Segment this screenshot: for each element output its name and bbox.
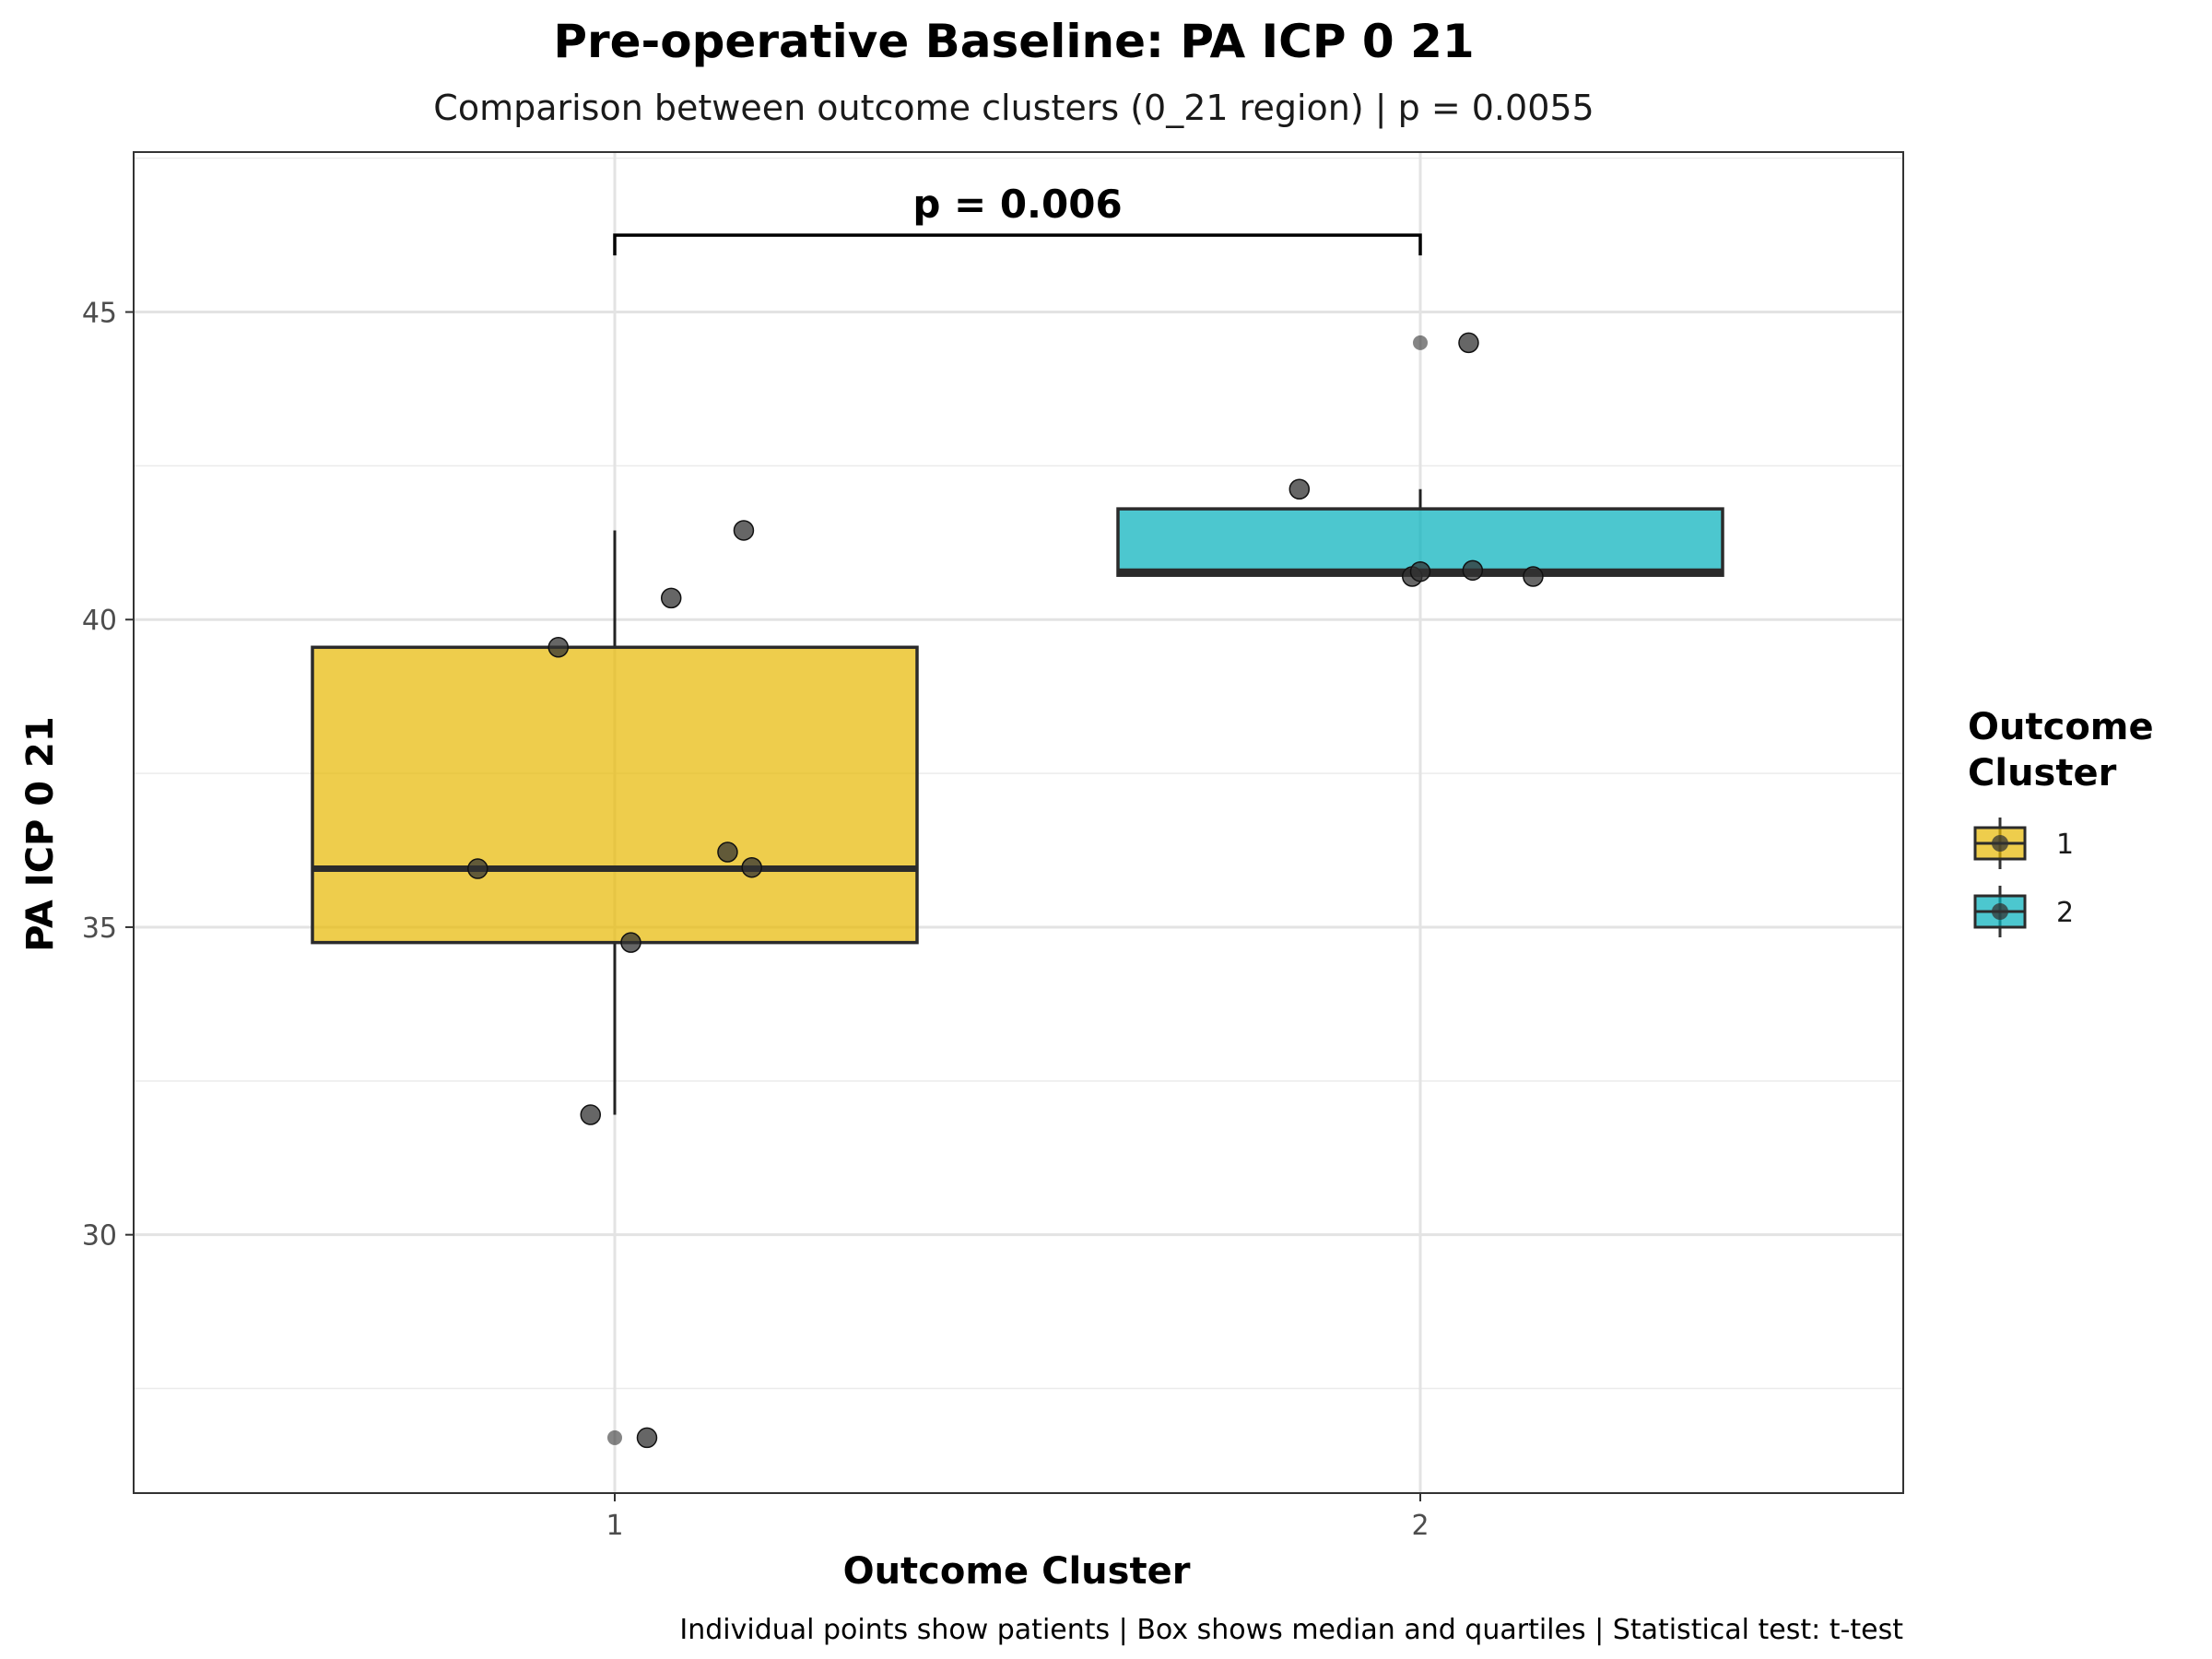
y-tick-label: 30	[82, 1220, 117, 1253]
chart-subtitle: Comparison between outcome clusters (0_2…	[433, 88, 1594, 129]
patient-point	[733, 520, 755, 541]
patient-point	[1288, 478, 1311, 500]
patient-point	[660, 587, 682, 609]
patient-point	[741, 856, 762, 878]
patient-point	[636, 1427, 658, 1449]
significance-label: p = 0.006	[912, 182, 1122, 227]
outlier-point	[607, 1430, 622, 1445]
box-cluster-1	[311, 530, 919, 1115]
patient-point	[620, 932, 641, 953]
significance-bracket-line	[613, 233, 1422, 256]
legend-title-line-1: Outcome	[1968, 706, 2154, 748]
y-tick-label: 35	[82, 912, 117, 945]
legend-title: Outcome Cluster	[1968, 706, 2167, 794]
patient-point	[547, 637, 570, 658]
legend-label: 1	[2056, 829, 2074, 861]
box-iqr	[311, 645, 919, 945]
patient-point	[1458, 332, 1479, 354]
patient-points	[467, 332, 1544, 1449]
legend-keys: 12	[1973, 818, 2074, 937]
x-axis-title: Outcome Cluster	[843, 1550, 1191, 1593]
patient-point	[1523, 566, 1544, 587]
patient-point	[1462, 559, 1484, 582]
patient-point	[717, 841, 738, 863]
y-tick-label: 45	[82, 298, 117, 330]
chart-title: Pre-operative Baseline: PA ICP 0 21	[553, 15, 1474, 68]
chart-caption: Individual points show patients | Box sh…	[679, 1614, 1903, 1646]
legend-title-line-2: Cluster	[1968, 752, 2117, 794]
legend-key-point	[1992, 835, 2008, 852]
patient-point	[580, 1104, 602, 1125]
outlier-point	[1413, 335, 1428, 350]
legend: Outcome Cluster 12	[1968, 706, 2167, 937]
y-axis-title: PA ICP 0 21	[19, 716, 62, 951]
legend-key-point	[1992, 903, 2008, 920]
patient-point	[467, 858, 488, 879]
x-tick-label: 1	[606, 1510, 623, 1542]
legend-key-2: 2	[1973, 886, 2074, 937]
patient-point	[1409, 560, 1431, 582]
legend-key-1: 1	[1973, 818, 2074, 869]
y-tick-label: 40	[82, 605, 117, 637]
axes: 30 35 40 45 1 2	[82, 298, 1430, 1542]
significance-bracket: p = 0.006	[613, 182, 1422, 256]
plot-panel-border	[133, 151, 1904, 1494]
boxes	[311, 488, 1724, 1115]
legend-label: 2	[2056, 897, 2074, 929]
x-tick-label: 2	[1411, 1510, 1429, 1542]
